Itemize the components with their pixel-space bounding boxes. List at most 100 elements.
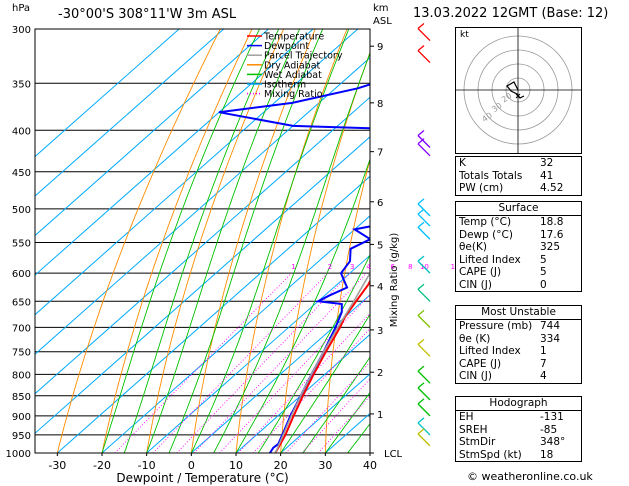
legend-entry: Wet Adiabat [264, 70, 322, 81]
legend-entry: Isotherm [264, 80, 306, 91]
wind-barb-staff [417, 370, 431, 384]
x-tick-label: -20 [93, 459, 111, 472]
row-label: θe (K) [459, 332, 491, 345]
pressure-tick-label: 950 [12, 431, 31, 442]
row-value: 32 [540, 157, 554, 169]
datetime-label: 13.03.2022 12GMT (Base: 12) [413, 6, 609, 21]
table-title: Surface [456, 202, 581, 216]
mixing-ratio-label: 6 [390, 263, 395, 271]
pressure-tick-label: 750 [12, 348, 31, 359]
table-title: Hodograph [456, 397, 581, 411]
x-tick-label: 0 [188, 459, 195, 472]
plot-frame [34, 28, 371, 454]
isotherm-line [35, 96, 370, 395]
hodograph-ring-label: 30 [490, 101, 504, 114]
height-tick-label: 2 [377, 368, 383, 379]
asl-label: ASL [373, 16, 392, 27]
row-label: Totals Totals [459, 169, 523, 182]
row-value: 744 [540, 320, 561, 332]
row-value: 5 [540, 253, 547, 266]
height-tick-label: 4 [377, 282, 383, 293]
wet-adiabat-line [168, 29, 324, 453]
isotherm-line [101, 215, 370, 453]
mixing-ratio-label: 1 [291, 263, 295, 271]
mixing-ratio-axis-title: Mixing Ratio (g/kg) [389, 233, 400, 328]
height-tick-label: 8 [377, 99, 383, 110]
table-row: K 32 [456, 157, 581, 170]
isotherm-line [191, 294, 370, 453]
row-value: -131 [540, 411, 564, 423]
isotherm-line [146, 254, 370, 453]
isotherm-line [35, 29, 180, 158]
row-value: 41 [540, 169, 554, 182]
isotherm-line [35, 29, 225, 197]
wind-barb-feather [417, 365, 425, 372]
x-tick-label: 10 [229, 459, 243, 472]
table-row: CAPE (J) 7 [456, 358, 581, 371]
wind-barb-feather [417, 283, 425, 290]
wind-barb-staff [417, 387, 431, 401]
location-label: -30°00'S 308°11'W 3m ASL [58, 7, 237, 22]
mixing-ratio-label: 2 [328, 263, 332, 271]
wind-barb-feather [417, 23, 425, 30]
row-value: 18.8 [540, 216, 564, 228]
wind-barb-feather [417, 45, 425, 52]
wind-barb-feather [417, 221, 425, 228]
pressure-tick-label: 800 [12, 370, 31, 381]
hodograph-table: Hodograph EH -131 SREH -85 StmDir 348° StmSpd (… [455, 396, 582, 462]
row-label: Temp (°C) [459, 216, 512, 228]
wind-barb-feather [417, 255, 425, 262]
dry-adiabat-line [101, 29, 253, 453]
row-label: K [459, 157, 466, 169]
table-row: SREH -85 [456, 424, 581, 437]
surface-table: Surface Temp (°C) 18.8 Dewp (°C) 17.6 θe(K) 32… [455, 201, 582, 292]
wind-barb-staff [417, 343, 431, 357]
wet-adiabat-line [302, 356, 370, 453]
wet-adiabat-line [123, 29, 280, 453]
row-label: CAPE (J) [459, 357, 502, 370]
dewpoint-line [218, 83, 370, 453]
row-label: PW (cm) [459, 182, 504, 194]
row-label: StmDir [459, 436, 496, 448]
km-label: km [373, 3, 389, 14]
table-row: Dewp (°C) 17.6 [456, 229, 581, 242]
table-row: Temp (°C) 18.8 [456, 216, 581, 229]
row-label: StmSpd (kt) [459, 448, 522, 461]
table-row: Pressure (mb) 744 [456, 320, 581, 333]
indices-table: K 32 Totals Totals 41 PW (cm) 4.52 [455, 156, 582, 196]
dry-adiabat-line [280, 51, 370, 453]
parcel-trajectory-line [274, 271, 370, 453]
wet-adiabat-line [190, 29, 350, 453]
pressure-tick-label: 350 [12, 79, 31, 90]
row-label: θe(K) [459, 241, 487, 253]
isotherm-line [35, 29, 359, 316]
mixing-ratio-line [285, 361, 370, 453]
isotherm-line [35, 136, 370, 434]
table-row: CIN (J) 0 [456, 279, 581, 292]
most-unstable-table: Most Unstable Pressure (mb) 744 θe (K) 334 Li… [455, 305, 582, 384]
row-label: CIN (J) [459, 370, 492, 382]
wind-barb-feather [417, 382, 425, 389]
pressure-tick-label: 600 [12, 269, 31, 280]
isotherm-line [280, 373, 370, 453]
wind-barb-feather [417, 398, 425, 405]
row-value: 348° [540, 436, 566, 448]
row-label: CIN (J) [459, 278, 492, 291]
isotherm-line [57, 175, 370, 453]
table-row: θe (K) 334 [456, 333, 581, 346]
mixing-ratio-line [237, 312, 370, 453]
row-value: 5 [540, 266, 547, 278]
dry-adiabat-line [146, 29, 285, 453]
table-row: PW (cm) 4.52 [456, 182, 581, 195]
plot-area [35, 29, 370, 453]
pressure-unit-label: hPa [12, 3, 31, 14]
wind-barb-feather [417, 129, 425, 136]
row-value: 7 [540, 357, 547, 370]
row-value: 334 [540, 332, 561, 345]
wet-adiabat-line [280, 313, 370, 453]
row-label: EH [459, 411, 474, 423]
hodograph-ring-label: 20 [500, 91, 514, 104]
height-tick-label: LCL [384, 449, 403, 460]
legend-entry: Temperature [263, 32, 324, 43]
wind-barb-staff [417, 226, 431, 240]
